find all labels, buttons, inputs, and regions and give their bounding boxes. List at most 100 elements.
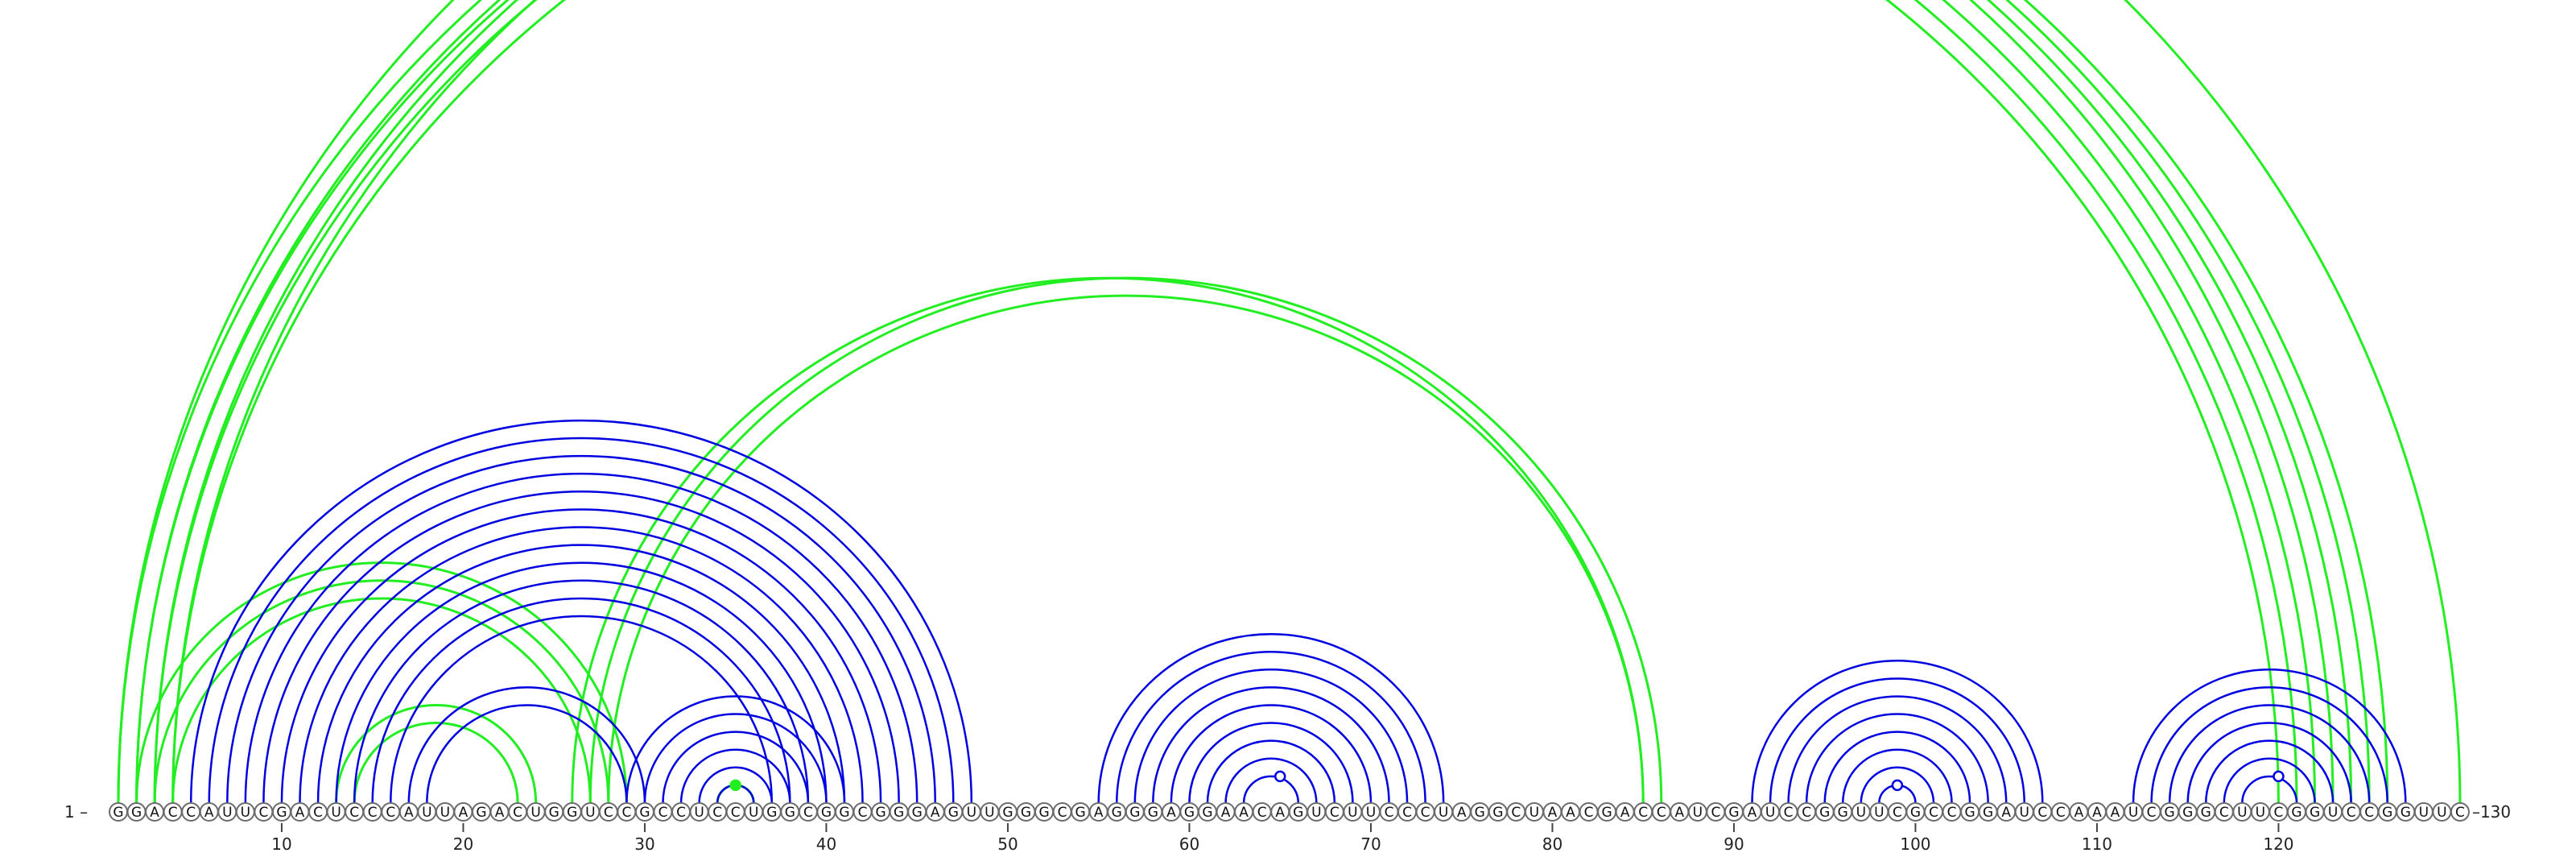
- nucleotide: G: [1814, 802, 1835, 822]
- svg-text:G: G: [1910, 805, 1921, 821]
- svg-text:G: G: [1202, 805, 1212, 821]
- nucleotide: G: [2377, 802, 2397, 822]
- nucleotide: G: [889, 802, 909, 822]
- nucleotide: C: [852, 802, 873, 822]
- nucleotide: U: [2124, 802, 2144, 822]
- svg-text:A: A: [2074, 805, 2084, 821]
- nucleotide: C: [1942, 802, 1962, 822]
- svg-text:G: G: [2310, 805, 2320, 821]
- nucleotide: U: [2432, 802, 2452, 822]
- svg-text:A: A: [1620, 805, 1630, 821]
- nucleotide: A: [1234, 802, 1254, 822]
- primary-pair-arc: [226, 454, 936, 804]
- nucleotide: G: [562, 802, 582, 822]
- primary-pair-arc: [335, 561, 828, 804]
- nucleotide: U: [1307, 802, 1327, 822]
- svg-text:G: G: [1021, 805, 1031, 821]
- nucleotide: G: [835, 802, 854, 822]
- svg-text:C: C: [1402, 805, 1412, 821]
- svg-text:C: C: [676, 805, 686, 821]
- svg-text:U: U: [2128, 805, 2138, 821]
- svg-text:G: G: [1293, 805, 1303, 821]
- svg-text:A: A: [1548, 805, 1558, 821]
- nucleotide: G: [1597, 802, 1617, 822]
- svg-text:A: A: [1239, 805, 1249, 821]
- svg-text:U: U: [241, 805, 250, 821]
- nucleotide: C: [2214, 802, 2234, 822]
- tick-label: 20: [453, 834, 473, 854]
- svg-text:C: C: [1421, 805, 1430, 821]
- nucleotide: C: [1924, 802, 1943, 822]
- svg-text:C: C: [1802, 805, 1811, 821]
- nucleotide: G: [2196, 802, 2216, 822]
- nucleotide: C: [1887, 802, 1907, 822]
- nucleotide: C: [1706, 802, 1726, 822]
- nucleotide: U: [326, 802, 346, 822]
- svg-text:C: C: [803, 805, 813, 821]
- svg-text:A: A: [1566, 805, 1575, 821]
- primary-pair-arc: [643, 713, 828, 804]
- nucleotide: A: [2069, 802, 2089, 822]
- sequence-end-label: –130: [2472, 802, 2511, 822]
- svg-text:U: U: [1874, 805, 1884, 821]
- alternate-pair-arc: [153, 0, 2371, 804]
- tick-label: 30: [634, 834, 654, 854]
- nucleotide: G: [1960, 802, 1980, 822]
- primary-pair-arc: [2150, 686, 2388, 804]
- svg-text:G: G: [567, 805, 577, 821]
- nucleotide: C: [1633, 802, 1653, 822]
- primary-arcs-layer: [189, 419, 2407, 804]
- svg-text:G: G: [821, 805, 832, 821]
- nucleotide: U: [961, 802, 981, 822]
- nucleotide: C: [671, 802, 691, 822]
- nucleotide: C: [598, 802, 618, 822]
- nucleotide: U: [217, 802, 237, 822]
- nucleotide: G: [126, 802, 147, 822]
- nucleotide: G: [943, 802, 964, 822]
- alternate-pair-arc: [135, 0, 2317, 804]
- nucleotide: U: [1343, 802, 1363, 822]
- svg-text:G: G: [639, 805, 650, 821]
- svg-text:A: A: [2092, 805, 2102, 821]
- primary-pair-arc: [1188, 722, 1354, 804]
- nucleotide: C: [1579, 802, 1599, 822]
- nucleotide: C: [181, 802, 201, 822]
- svg-text:G: G: [131, 805, 142, 821]
- nucleotide: G: [1179, 802, 1199, 822]
- nucleotide: A: [2087, 802, 2107, 822]
- nucleotide: G: [1034, 802, 1055, 822]
- svg-text:C: C: [513, 805, 522, 821]
- primary-pair-arc: [1206, 739, 1336, 804]
- svg-text:U: U: [222, 805, 232, 821]
- alternate-pair-arc: [135, 0, 2353, 804]
- primary-pair-arc: [1751, 660, 2044, 804]
- nucleotide: C: [653, 802, 673, 822]
- primary-pair-arc: [244, 473, 919, 804]
- nucleotide: U: [580, 802, 601, 822]
- primary-pair-arc: [299, 526, 864, 804]
- svg-text:G: G: [1112, 805, 1122, 821]
- nucleotide: G: [1978, 802, 1998, 822]
- nucleotide: U: [1434, 802, 1454, 822]
- primary-pair-arc: [1242, 775, 1299, 804]
- primary-pair-arc: [662, 731, 810, 804]
- nucleotide: A: [398, 802, 419, 822]
- nucleotide: U: [1687, 802, 1707, 822]
- svg-text:G: G: [1728, 805, 1739, 821]
- svg-text:U: U: [985, 805, 994, 821]
- alternate-pair-arc: [171, 597, 592, 804]
- svg-text:U: U: [1439, 805, 1448, 821]
- svg-text:C: C: [2274, 805, 2284, 821]
- pair-marker: [1274, 770, 1286, 783]
- nucleotide: G: [762, 802, 782, 822]
- svg-text:A: A: [931, 805, 940, 821]
- svg-text:C: C: [313, 805, 323, 821]
- svg-text:U: U: [2237, 805, 2247, 821]
- primary-pair-arc: [2205, 739, 2334, 804]
- nucleotide: U: [744, 802, 764, 822]
- svg-text:C: C: [2056, 805, 2066, 821]
- nucleotide: C: [708, 802, 728, 822]
- nucleotide: G: [1107, 802, 1127, 822]
- primary-pair-arc: [426, 704, 628, 804]
